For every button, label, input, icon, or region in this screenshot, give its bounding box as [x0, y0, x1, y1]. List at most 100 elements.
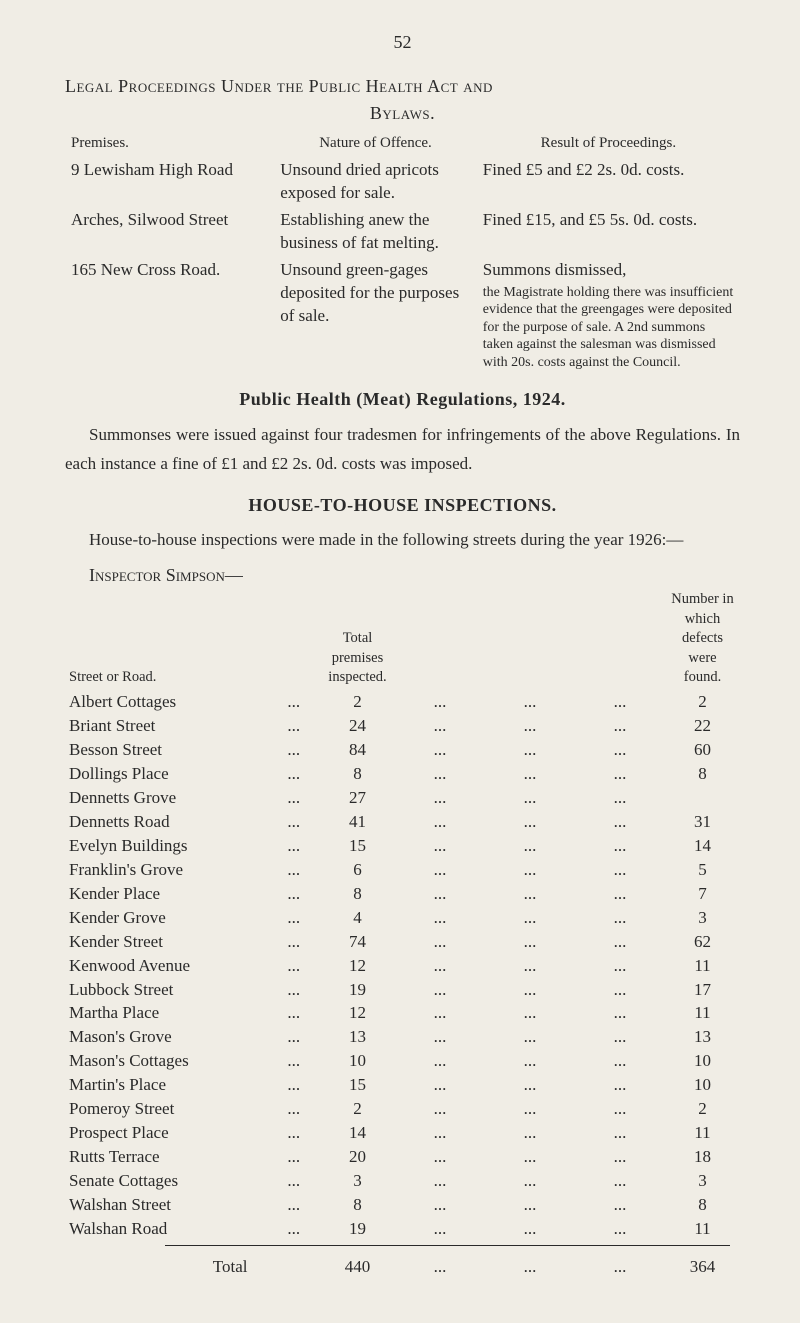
- dots-cell: ...: [268, 1098, 321, 1122]
- dots-cell: ...: [268, 1026, 321, 1050]
- premises-cell: 8: [320, 763, 395, 787]
- inspection-row: Martha Place...12.........11: [65, 1002, 740, 1026]
- total-defects: 364: [665, 1250, 740, 1279]
- page-number: 52: [65, 30, 740, 54]
- result-note: the Magistrate holding there was insuffi…: [483, 284, 734, 372]
- street-cell: Senate Cottages: [65, 1170, 268, 1194]
- dots-cell: ...: [575, 739, 665, 763]
- defects-cell: 13: [665, 1026, 740, 1050]
- inspection-row: Kenwood Avenue...12.........11: [65, 954, 740, 978]
- defects-cell: 11: [665, 1122, 740, 1146]
- legal-row: 165 New Cross Road. Unsound green-gages …: [65, 257, 740, 373]
- header-nature: Nature of Offence.: [274, 131, 477, 157]
- inspection-row: Mason's Grove...13.........13: [65, 1026, 740, 1050]
- dots-cell: ...: [575, 1170, 665, 1194]
- dots-cell: ...: [575, 787, 665, 811]
- dots-cell: ...: [268, 1002, 321, 1026]
- inspector-heading: Inspector Simpson—: [65, 563, 740, 587]
- dots-cell: ...: [575, 834, 665, 858]
- dots-cell: ...: [395, 763, 485, 787]
- blank-cell: [268, 1250, 321, 1279]
- dots-cell: ...: [575, 810, 665, 834]
- header-street: Street or Road.: [65, 589, 268, 690]
- premises-cell: 74: [320, 930, 395, 954]
- dots-cell: ...: [395, 978, 485, 1002]
- dots-cell: ...: [395, 858, 485, 882]
- premises-cell: 9 Lewisham High Road: [65, 157, 274, 207]
- dots-cell: ...: [575, 1002, 665, 1026]
- inspection-row: Kender Street...74.........62: [65, 930, 740, 954]
- inspection-row: Mason's Cottages...10.........10: [65, 1050, 740, 1074]
- result-cell: Fined £15, and £5 5s. 0d. costs.: [477, 207, 740, 257]
- regulations-heading: Public Health (Meat) Regulations, 1924.: [65, 387, 740, 411]
- dots-cell: ...: [485, 954, 575, 978]
- dots-cell: ...: [395, 1193, 485, 1217]
- total-label: Total: [65, 1250, 268, 1279]
- dots-cell: ...: [395, 954, 485, 978]
- street-cell: Martin's Place: [65, 1074, 268, 1098]
- nature-cell: Unsound green-gages deposited for the pu…: [274, 257, 477, 373]
- street-cell: Pomeroy Street: [65, 1098, 268, 1122]
- dots-cell: ...: [395, 930, 485, 954]
- dots-cell: ...: [575, 1250, 665, 1279]
- dots-cell: ...: [575, 1074, 665, 1098]
- street-cell: Dennetts Road: [65, 810, 268, 834]
- street-cell: Kender Grove: [65, 906, 268, 930]
- blank-cell: [268, 589, 321, 690]
- premises-cell: 12: [320, 1002, 395, 1026]
- street-cell: Dollings Place: [65, 763, 268, 787]
- header-premises: Premises.: [65, 131, 274, 157]
- dots-cell: ...: [485, 810, 575, 834]
- dots-cell: ...: [268, 691, 321, 715]
- inspection-row: Kender Place...8.........7: [65, 882, 740, 906]
- dots-cell: ...: [575, 954, 665, 978]
- dots-cell: ...: [575, 978, 665, 1002]
- header-defects: Number in which defects were found.: [665, 589, 740, 690]
- defects-cell: 2: [665, 1098, 740, 1122]
- dots-cell: ...: [575, 1122, 665, 1146]
- dots-cell: ...: [575, 1193, 665, 1217]
- dots-cell: ...: [268, 978, 321, 1002]
- premises-cell: 41: [320, 810, 395, 834]
- inspection-row: Prospect Place...14.........11: [65, 1122, 740, 1146]
- legal-table-header: Premises. Nature of Offence. Result of P…: [65, 131, 740, 157]
- dots-cell: ...: [575, 715, 665, 739]
- inspection-row: Walshan Street...8.........8: [65, 1193, 740, 1217]
- dots-cell: ...: [485, 1026, 575, 1050]
- defects-cell: 8: [665, 763, 740, 787]
- dots-cell: ...: [575, 1217, 665, 1241]
- blank-cell: [395, 589, 485, 690]
- dots-cell: ...: [395, 1122, 485, 1146]
- dots-cell: ...: [485, 787, 575, 811]
- premises-cell: 24: [320, 715, 395, 739]
- dots-cell: ...: [395, 1050, 485, 1074]
- street-cell: Mason's Cottages: [65, 1050, 268, 1074]
- defects-cell: 3: [665, 1170, 740, 1194]
- dots-cell: ...: [268, 1074, 321, 1098]
- street-cell: Mason's Grove: [65, 1026, 268, 1050]
- defects-cell: 10: [665, 1074, 740, 1098]
- dots-cell: ...: [395, 1250, 485, 1279]
- inspection-row: Evelyn Buildings...15.........14: [65, 834, 740, 858]
- nature-cell: Establishing anew the business of fat me…: [274, 207, 477, 257]
- dots-cell: ...: [485, 906, 575, 930]
- dots-cell: ...: [268, 787, 321, 811]
- dots-cell: ...: [485, 1193, 575, 1217]
- dots-cell: ...: [395, 691, 485, 715]
- dots-cell: ...: [575, 1026, 665, 1050]
- premises-cell: 10: [320, 1050, 395, 1074]
- dots-cell: ...: [268, 1170, 321, 1194]
- street-cell: Briant Street: [65, 715, 268, 739]
- dots-cell: ...: [575, 691, 665, 715]
- dots-cell: ...: [395, 1217, 485, 1241]
- dots-cell: ...: [268, 763, 321, 787]
- dots-cell: ...: [395, 787, 485, 811]
- dots-cell: ...: [395, 1002, 485, 1026]
- street-cell: Lubbock Street: [65, 978, 268, 1002]
- premises-cell: 2: [320, 1098, 395, 1122]
- result-cell: Fined £5 and £2 2s. 0d. costs.: [477, 157, 740, 207]
- regulations-text: Summonses were issued against four trade…: [65, 420, 740, 480]
- defects-cell: [665, 787, 740, 811]
- defects-cell: 60: [665, 739, 740, 763]
- dots-cell: ...: [268, 858, 321, 882]
